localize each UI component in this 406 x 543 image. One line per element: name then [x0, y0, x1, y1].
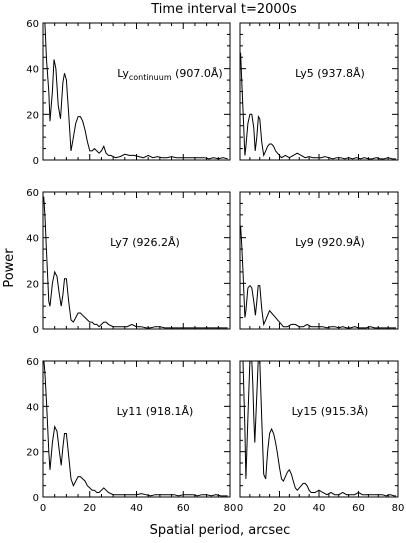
power-spectrum-line — [43, 23, 228, 160]
x-axis-title: Spatial period, arcsec — [150, 523, 291, 538]
chart-panel-6: 0 20 40 60 80 Ly15 (915.3Å) — [237, 360, 405, 514]
y-tick-label: 40 — [26, 65, 39, 76]
panel-label: Ly11 (918.1Å) — [117, 405, 194, 418]
x-tick-label: 60 — [352, 503, 365, 514]
y-tick-label: 20 — [26, 110, 39, 121]
y-tick-label: 0 — [33, 156, 39, 167]
plot-frame — [239, 191, 399, 330]
x-tick-label: 80 — [224, 503, 237, 514]
chart-panel-2: Ly5 (937.8Å) — [239, 22, 399, 161]
y-tick-label: 60 — [26, 19, 39, 30]
y-tick-label: 20 — [26, 279, 39, 290]
y-tick-label: 40 — [26, 402, 39, 413]
x-tick-label: 80 — [392, 503, 405, 514]
x-tick-label: 20 — [273, 503, 286, 514]
plot-frame — [239, 22, 399, 161]
power-spectrum-line — [240, 226, 396, 329]
x-tick-label: 60 — [177, 503, 190, 514]
y-tick-label: 20 — [26, 448, 39, 459]
chart-panel-4: Ly9 (920.9Å) — [239, 191, 399, 330]
panel-label: Ly5 (937.8Å) — [295, 67, 365, 80]
x-tick-label: 20 — [83, 503, 96, 514]
y-tick-label: 60 — [26, 188, 39, 199]
plot-frame — [42, 22, 231, 161]
power-spectrum-line — [241, 361, 396, 497]
y-tick-label: 0 — [33, 325, 39, 336]
power-spectrum-line — [43, 361, 228, 497]
x-tick-label: 0 — [237, 503, 243, 514]
figure-title: Time interval t=2000s — [150, 2, 297, 17]
y-tick-label: 60 — [26, 357, 39, 368]
power-spectrum-line — [43, 196, 228, 329]
chart-panel-1: 0 20 40 60 Lycontinuum (907.0Å) — [26, 19, 231, 167]
panel-label-subscript: continuum — [129, 73, 172, 82]
panel-label-main: Ly — [117, 67, 129, 80]
x-tick-label: 40 — [130, 503, 143, 514]
panel-label: Lycontinuum (907.0Å) — [117, 67, 222, 82]
plot-frame — [42, 191, 231, 330]
panel-label: Ly7 (926.2Å) — [110, 236, 180, 249]
y-tick-label: 40 — [26, 234, 39, 245]
x-tick-label: 0 — [40, 503, 46, 514]
panel-grid: 0 20 40 60 Lycontinuum (907.0Å) Ly5 (937.8Å) 0… — [26, 19, 404, 514]
panel-label: Ly15 (915.3Å) — [292, 405, 369, 418]
plot-frame — [239, 360, 399, 498]
y-tick-label: 0 — [33, 493, 39, 504]
chart-panel-5: 0 20 40 60 0 20 40 60 80 Ly11 (918.1Å) — [26, 357, 236, 514]
y-axis-title: Power — [2, 248, 17, 288]
power-spectrum-line — [240, 52, 396, 160]
panel-label-wavelength: (907.0Å) — [172, 67, 223, 80]
panel-label: Ly9 (920.9Å) — [295, 236, 365, 249]
chart-panel-3: 0 20 40 60 Ly7 (926.2Å) — [26, 188, 231, 336]
x-tick-label: 40 — [313, 503, 326, 514]
